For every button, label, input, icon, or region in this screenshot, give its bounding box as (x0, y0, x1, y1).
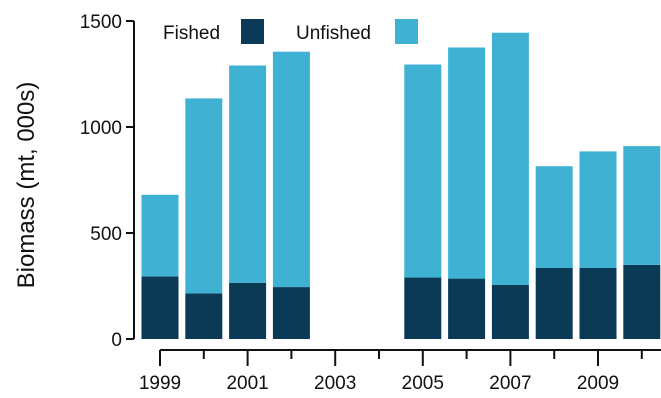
x-tick-label-2007: 2007 (489, 373, 531, 393)
y-tick-label-0: 0 (111, 330, 122, 351)
bars-group (141, 32, 661, 339)
y-tick-label-1000: 1000 (80, 118, 122, 139)
x-tick-label-2003: 2003 (314, 373, 356, 393)
bar-fished-2001 (229, 282, 267, 339)
axes-group (133, 21, 661, 351)
bar-unfished-2002 (272, 51, 310, 288)
bar-fished-2006 (448, 278, 486, 339)
bar-unfished-2005 (404, 64, 442, 278)
bar-fished-1999 (141, 276, 179, 339)
bar-unfished-1999 (141, 194, 179, 277)
bar-fished-2007 (491, 284, 529, 339)
bar-unfished-2000 (185, 98, 223, 294)
x-tick-label-2001: 2001 (226, 373, 268, 393)
bar-unfished-2008 (535, 166, 573, 268)
bar-fished-2000 (185, 293, 223, 339)
legend-label-fished: Fished (163, 23, 220, 44)
legend-swatch-fished (241, 19, 264, 44)
legend-swatch-unfished (395, 19, 418, 44)
y-tick-label-500: 500 (90, 224, 122, 245)
bar-unfished-2001 (229, 65, 267, 283)
y-ticks-group: 0 500 1000 1500 (80, 12, 134, 351)
legend: Fished Unfished (163, 19, 418, 44)
bar-fished-2002 (272, 287, 310, 339)
y-tick-label-1500: 1500 (80, 12, 122, 33)
bar-unfished-2007 (491, 32, 529, 286)
bar-fished-2010 (623, 264, 661, 339)
bar-fished-2009 (579, 268, 617, 339)
x-tick-label-1999: 1999 (139, 373, 181, 393)
bar-fished-2008 (535, 268, 573, 339)
x-tick-label-2005: 2005 (402, 373, 444, 393)
x-ticks-group: 1999 2001 2003 2005 2007 2009 (139, 350, 643, 394)
x-tick-label-2009: 2009 (577, 373, 619, 393)
y-axis-title: Biomass (mt, 000s) (13, 82, 40, 289)
bar-unfished-2010 (623, 146, 661, 265)
bar-unfished-2009 (579, 151, 617, 268)
bar-fished-2005 (404, 277, 442, 339)
bar-unfished-2006 (448, 47, 486, 279)
legend-label-unfished: Unfished (296, 23, 371, 44)
